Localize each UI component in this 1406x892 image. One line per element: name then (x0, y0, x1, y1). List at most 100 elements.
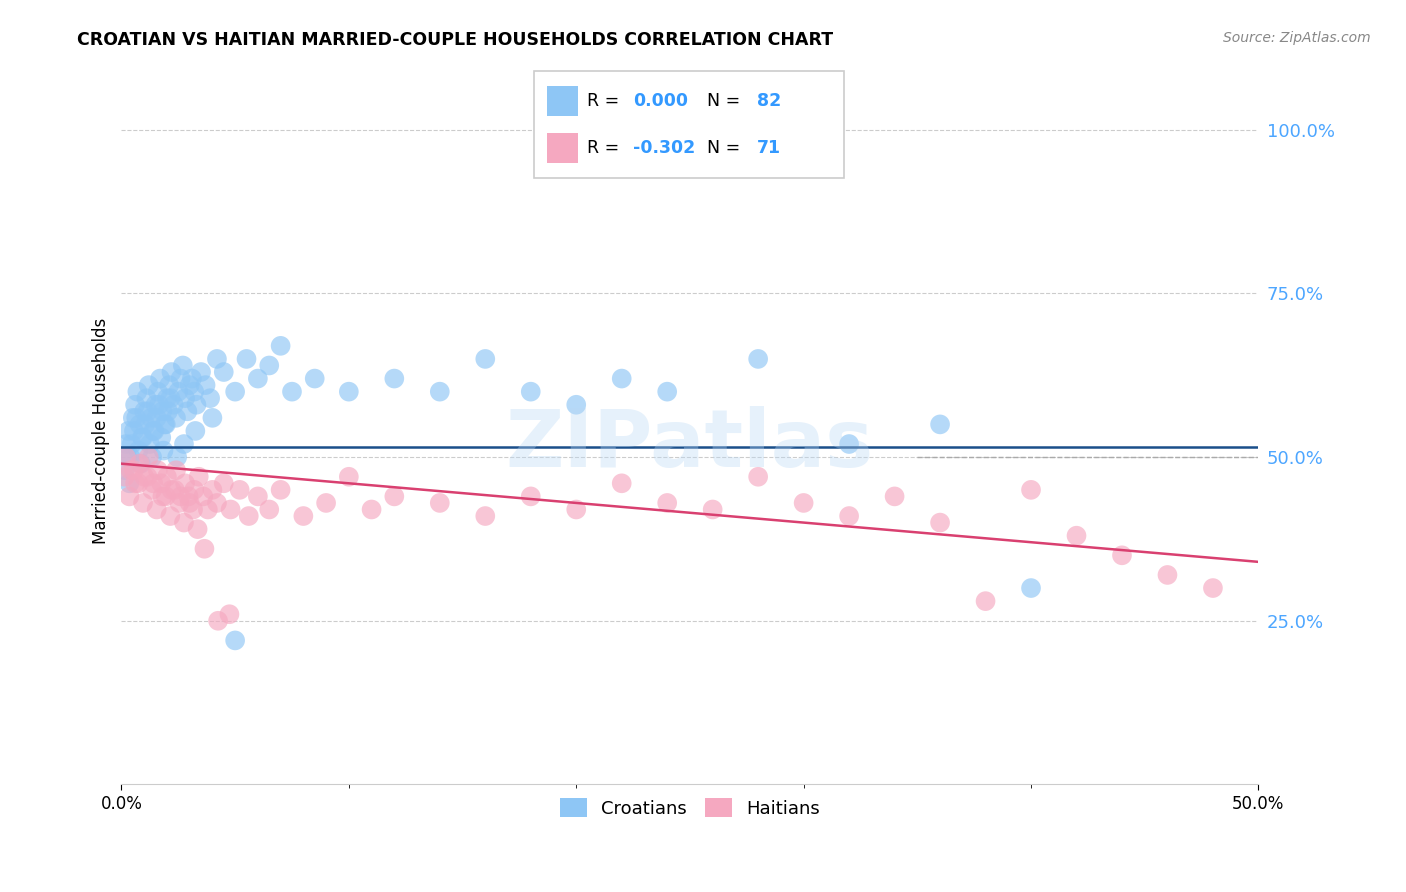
Bar (547, 134, 578, 163)
Point (169, 496, 191, 510)
Point (1019, 581, 1042, 595)
Point (120, 450, 142, 464)
Point (155, 489, 177, 503)
Point (114, 469, 136, 483)
Point (883, 489, 905, 503)
Point (121, 437, 143, 451)
Point (176, 404, 198, 418)
Point (270, 339, 292, 353)
Point (1066, 529, 1088, 543)
Point (610, 371, 633, 385)
Point (194, 378, 217, 392)
Point (134, 404, 156, 418)
Point (187, 469, 209, 483)
Point (173, 437, 195, 451)
Point (136, 469, 159, 483)
Text: R =: R = (586, 139, 624, 157)
Point (190, 365, 212, 379)
Point (259, 359, 281, 373)
Point (146, 463, 169, 477)
Point (702, 502, 724, 516)
Point (135, 391, 157, 405)
Text: CROATIAN VS HAITIAN MARRIED-COUPLE HOUSEHOLDS CORRELATION CHART: CROATIAN VS HAITIAN MARRIED-COUPLE HOUSE… (77, 31, 834, 49)
Point (132, 496, 155, 510)
Point (120, 463, 142, 477)
Point (156, 469, 179, 483)
Point (183, 384, 205, 399)
Point (838, 437, 860, 451)
Text: 82: 82 (756, 93, 782, 111)
Point (139, 437, 162, 451)
Point (169, 371, 191, 385)
Point (1202, 581, 1225, 595)
Point (128, 417, 150, 432)
Point (163, 483, 186, 497)
Point (747, 469, 769, 483)
Point (246, 371, 269, 385)
Point (121, 410, 143, 425)
Text: N =: N = (707, 93, 747, 111)
Text: -0.302: -0.302 (633, 139, 696, 157)
Point (183, 483, 205, 497)
Point (186, 398, 208, 412)
Point (181, 502, 204, 516)
Point (166, 450, 188, 464)
Point (141, 450, 163, 464)
Point (179, 378, 201, 392)
Point (138, 378, 160, 392)
Text: N =: N = (707, 139, 747, 157)
Point (138, 450, 160, 464)
Point (157, 404, 180, 418)
Point (141, 483, 163, 497)
Point (337, 469, 360, 483)
Point (929, 417, 952, 432)
Point (212, 476, 235, 491)
Point (382, 371, 405, 385)
FancyBboxPatch shape (534, 71, 844, 178)
Point (115, 437, 138, 451)
Point (150, 476, 173, 491)
Point (174, 391, 197, 405)
Text: R =: R = (586, 93, 624, 111)
Point (198, 391, 221, 405)
Point (132, 430, 155, 444)
Point (145, 502, 167, 516)
Point (124, 476, 146, 491)
Point (610, 476, 633, 491)
Point (131, 430, 153, 444)
Point (153, 417, 176, 432)
Point (201, 410, 224, 425)
Point (793, 496, 815, 510)
Point (181, 371, 204, 385)
Point (145, 398, 167, 412)
Point (165, 463, 187, 477)
Point (122, 463, 145, 477)
Point (124, 398, 146, 412)
Point (207, 614, 229, 628)
Point (169, 489, 191, 503)
Point (156, 391, 179, 405)
Point (114, 463, 136, 477)
Point (159, 391, 181, 405)
Point (1156, 568, 1178, 582)
Point (142, 476, 165, 491)
Point (246, 489, 269, 503)
Point (179, 496, 201, 510)
Point (146, 384, 169, 399)
Point (565, 502, 588, 516)
Point (149, 371, 172, 385)
Point (128, 476, 150, 491)
Point (150, 489, 173, 503)
Point (657, 384, 679, 399)
Text: ZIPatlas: ZIPatlas (506, 406, 875, 484)
Point (122, 424, 145, 438)
Point (159, 509, 181, 524)
Point (1019, 483, 1042, 497)
Point (177, 489, 200, 503)
Point (565, 398, 588, 412)
Point (429, 496, 451, 510)
Legend: Croatians, Haitians: Croatians, Haitians (553, 791, 828, 825)
Point (219, 502, 242, 516)
Point (160, 365, 183, 379)
Y-axis label: Married-couple Households: Married-couple Households (93, 318, 110, 544)
